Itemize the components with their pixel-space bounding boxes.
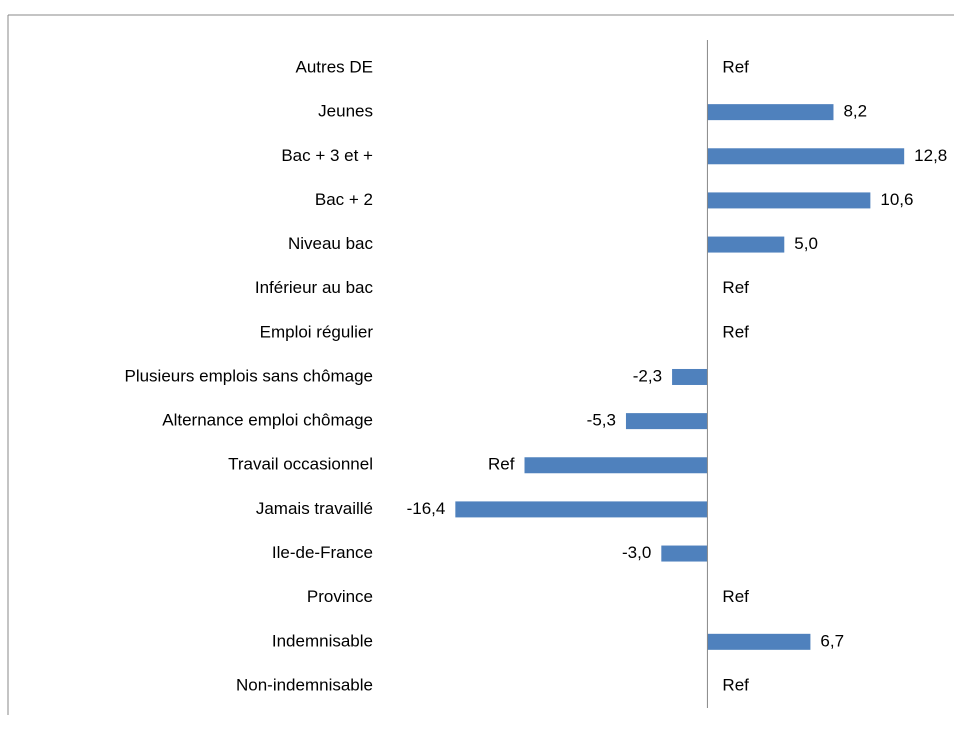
category-label: Plusieurs emplois sans chômage [124, 366, 373, 385]
bar [455, 501, 708, 518]
category-label: Autres DE [296, 57, 373, 76]
bar [661, 545, 708, 562]
value-label: -16,4 [407, 499, 446, 518]
value-label: Ref [722, 57, 749, 76]
value-label: 12,8 [914, 146, 947, 165]
bar [625, 413, 708, 430]
bar [707, 104, 834, 121]
value-label: Ref [722, 278, 749, 297]
bar [707, 192, 871, 209]
category-label: Indemnisable [272, 631, 373, 650]
category-label: Niveau bac [288, 234, 374, 253]
value-label: -3,0 [622, 543, 651, 562]
category-label: Ile-de-France [272, 543, 373, 562]
value-label: 5,0 [794, 234, 818, 253]
category-label: Province [307, 587, 373, 606]
value-label: 8,2 [843, 102, 867, 121]
bar [524, 457, 708, 474]
category-label: Bac + 2 [315, 190, 373, 209]
category-label: Alternance emploi chômage [162, 411, 373, 430]
value-label: Ref [722, 587, 749, 606]
value-label: Ref [722, 675, 749, 694]
category-label: Jamais travaillé [256, 499, 373, 518]
value-label: Ref [488, 455, 515, 474]
category-label: Emploi régulier [260, 322, 374, 341]
bar [707, 148, 905, 165]
value-label: 10,6 [880, 190, 913, 209]
category-label: Travail occasionnel [228, 455, 373, 474]
value-label: -2,3 [633, 366, 662, 385]
value-label: Ref [722, 322, 749, 341]
bar [707, 236, 785, 253]
value-label: -5,3 [587, 411, 616, 430]
category-label: Non-indemnisable [236, 675, 373, 694]
bar [672, 368, 708, 385]
category-label: Jeunes [318, 102, 373, 121]
category-label: Bac + 3 et + [281, 146, 373, 165]
category-label: Inférieur au bac [255, 278, 374, 297]
bar [707, 633, 811, 650]
value-label: 6,7 [820, 631, 844, 650]
